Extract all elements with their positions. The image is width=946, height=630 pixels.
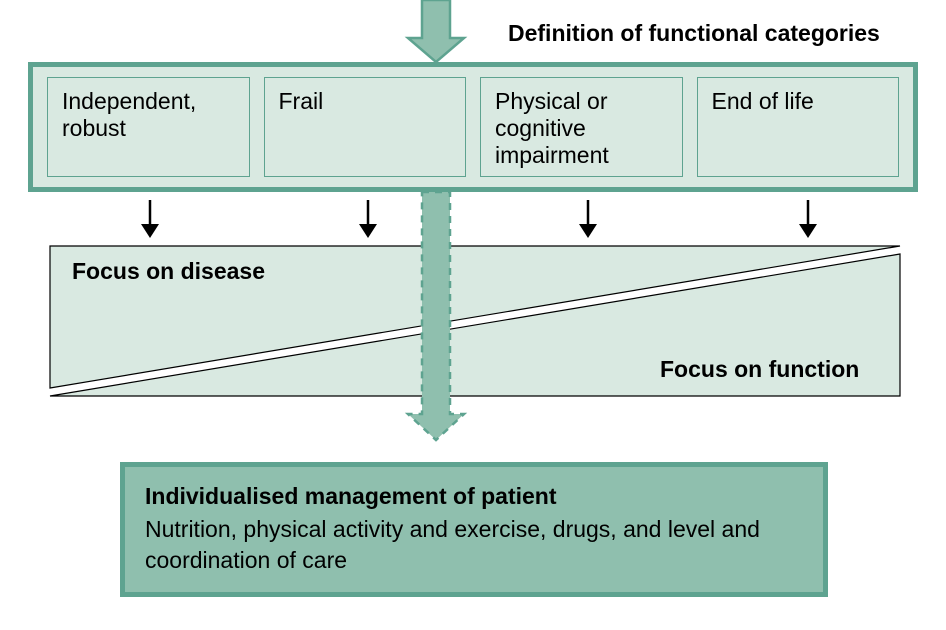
category-label: Independent, robust [62,88,235,142]
focus-function-label: Focus on function [660,356,859,383]
flow-arrow-2 [576,200,600,238]
management-title: Individualised management of patient [145,483,803,510]
focus-disease-label: Focus on disease [72,258,265,285]
category-label: Physical or cognitive impairment [495,88,668,169]
category-label: End of life [712,88,814,115]
category-box-0: Independent, robust [47,77,250,177]
category-box-3: End of life [697,77,900,177]
categories-container: Independent, robust Frail Physical or cogn… [28,62,918,192]
category-label: Frail [279,88,324,115]
management-body: Nutrition, physical activity and exercis… [145,514,803,576]
flow-arrow-0 [138,200,162,238]
category-box-1: Frail [264,77,467,177]
flow-arrow-3 [796,200,820,238]
dashed-flow-arrow [405,192,467,440]
management-box: Individualised management of patient Nutr… [120,462,828,597]
flow-arrow-1 [356,200,380,238]
header-label: Definition of functional categories [508,20,880,47]
category-box-2: Physical or cognitive impairment [480,77,683,177]
